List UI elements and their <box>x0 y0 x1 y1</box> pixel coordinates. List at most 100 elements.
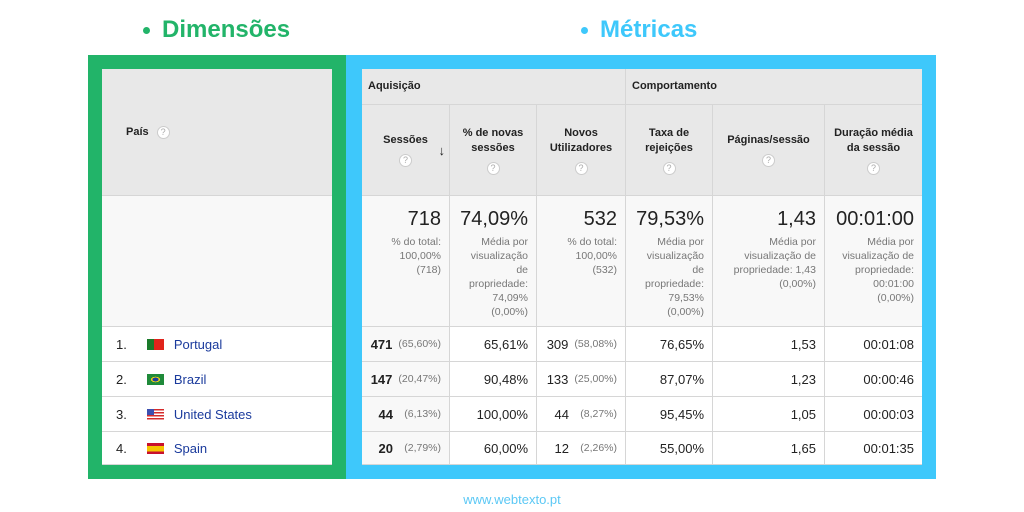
column-header-label: País <box>126 126 149 138</box>
cell-value: 1,65 <box>790 440 816 456</box>
totals-cell: 79,53% Média por visualização de propriedade… <box>626 196 713 327</box>
column-header-country[interactable]: País? <box>102 69 332 196</box>
cell-value: 133 <box>546 371 569 387</box>
help-icon[interactable]: ? <box>399 154 412 167</box>
cell-value: 60,00% <box>483 440 528 456</box>
cell-value: 100,00% <box>476 406 528 422</box>
brazil-flag-icon <box>146 373 164 385</box>
column-header-label: Taxa de rejeições <box>645 126 693 154</box>
table-cell: 95,45% <box>626 397 713 432</box>
total-subtext-line: de <box>692 264 704 276</box>
dimensions-heading: Dimensões <box>143 16 290 44</box>
total-subtext-line: 00:01:00 <box>873 278 914 290</box>
help-icon[interactable]: ? <box>867 161 880 175</box>
total-subtext: % do total: 100,00% (532) <box>541 235 617 277</box>
total-subtext-line: (0,00%) <box>877 292 914 304</box>
cell-value: 00:01:35 <box>863 440 914 456</box>
cell-value: 147 <box>370 371 393 387</box>
table-cell: 00:00:03 <box>825 397 922 432</box>
table-cell: 147 (20,47%) <box>362 362 450 397</box>
table-cell: 1,65 <box>713 432 825 465</box>
table-row[interactable]: 4. Spain <box>102 432 332 465</box>
portugal-flag-icon <box>146 338 164 350</box>
row-rank: 1. <box>116 336 127 352</box>
table-row[interactable]: 3. United States <box>102 397 332 432</box>
help-icon[interactable]: ? <box>156 125 170 139</box>
column-header[interactable]: Novos Utilizadores? <box>537 105 626 196</box>
column-header[interactable]: % de novas sessões? <box>450 105 537 196</box>
table-cell: 471 (65,60%) <box>362 327 450 362</box>
help-icon[interactable]: ? <box>662 161 676 175</box>
total-value: 1,43 <box>777 208 816 230</box>
spain-flag-icon <box>146 442 164 454</box>
cell-value: 87,07% <box>659 371 704 387</box>
table-cell: 87,07% <box>626 362 713 397</box>
total-subtext-line: (718) <box>416 264 441 276</box>
total-subtext-line: Média por <box>769 236 816 248</box>
column-header-label: Páginas/sessão <box>727 134 810 146</box>
cell-value: 44 <box>554 406 569 422</box>
total-value: 532 <box>583 208 617 230</box>
country-link[interactable]: Brazil <box>173 371 207 387</box>
column-header-label: % de novas sessões <box>462 126 524 154</box>
cell-percent: (65,60%) <box>398 338 441 350</box>
table-cell: 60,00% <box>450 432 537 465</box>
column-header[interactable]: Páginas/sessão? <box>713 105 825 196</box>
column-header[interactable]: Taxa de rejeições? <box>626 105 713 196</box>
sort-descending-icon[interactable]: ↓ <box>438 143 446 158</box>
total-subtext-line: (0,00%) <box>491 306 528 318</box>
total-subtext-line: visualização de <box>744 250 816 262</box>
help-icon[interactable]: ? <box>762 154 775 167</box>
column-header-label: Duração média da sessão <box>834 126 913 154</box>
metrics-heading: Métricas <box>581 16 697 44</box>
total-value: 718 <box>407 208 441 230</box>
group-header-acquisition: Aquisição <box>362 69 626 105</box>
help-icon[interactable]: ? <box>574 161 588 175</box>
total-subtext-line: visualização <box>470 250 528 262</box>
table-cell: 55,00% <box>626 432 713 465</box>
total-subtext-line: (0,00%) <box>779 278 816 290</box>
total-subtext-line: propriedade: <box>469 278 528 290</box>
column-header[interactable]: Sessões? ↓ <box>362 105 450 196</box>
table-cell: 12 (2,26%) <box>537 432 626 465</box>
table-cell: 90,48% <box>450 362 537 397</box>
column-header-label: Novos Utilizadores <box>549 126 613 154</box>
total-subtext: Média por visualização de propriedade: 74,09… <box>454 235 528 319</box>
usa-flag-icon <box>146 408 164 420</box>
table-cell: 44 (6,13%) <box>362 397 450 432</box>
total-subtext: Média por visualização de propriedade: 00:0… <box>829 235 914 305</box>
table-cell: 76,65% <box>626 327 713 362</box>
cell-value: 76,65% <box>659 336 704 352</box>
table-cell: 1,53 <box>713 327 825 362</box>
help-icon[interactable]: ? <box>486 161 500 175</box>
cell-value: 309 <box>546 336 569 352</box>
dimensions-table: País? 1. Portugal 2. Brazil 3. United States 4.… <box>102 69 332 465</box>
table-row[interactable]: 2. Brazil <box>102 362 332 397</box>
country-link[interactable]: United States <box>173 406 252 422</box>
table-row[interactable]: 1. Portugal <box>102 327 332 362</box>
total-subtext-line: visualização de <box>842 250 914 262</box>
total-subtext-line: 100,00% <box>399 250 441 262</box>
cell-value: 95,45% <box>659 406 704 422</box>
column-header[interactable]: Duração média da sessão? <box>825 105 922 196</box>
country-link[interactable]: Portugal <box>173 336 223 352</box>
cell-value: 12 <box>554 440 569 456</box>
total-subtext-line: % do total: <box>391 236 441 248</box>
metrics-heading-text: Métricas <box>600 16 698 43</box>
totals-cell: 74,09% Média por visualização de propriedade… <box>450 196 537 327</box>
country-link[interactable]: Spain <box>173 440 208 456</box>
table-cell: 1,23 <box>713 362 825 397</box>
total-subtext-line: propriedade: <box>645 278 704 290</box>
footer-link[interactable]: www.webtexto.pt <box>463 492 561 507</box>
table-cell: 00:01:35 <box>825 432 922 465</box>
cell-value: 65,61% <box>483 336 528 352</box>
total-subtext-line: (532) <box>592 264 617 276</box>
dimensions-heading-text: Dimensões <box>162 16 291 43</box>
cell-percent: (2,26%) <box>580 442 617 454</box>
row-rank: 3. <box>116 406 127 422</box>
cell-percent: (20,47%) <box>398 373 441 385</box>
total-subtext-line: 74,09% <box>492 292 528 304</box>
total-subtext-line: Média por <box>481 236 528 248</box>
cell-value: 00:01:08 <box>863 336 914 352</box>
table-cell: 1,05 <box>713 397 825 432</box>
